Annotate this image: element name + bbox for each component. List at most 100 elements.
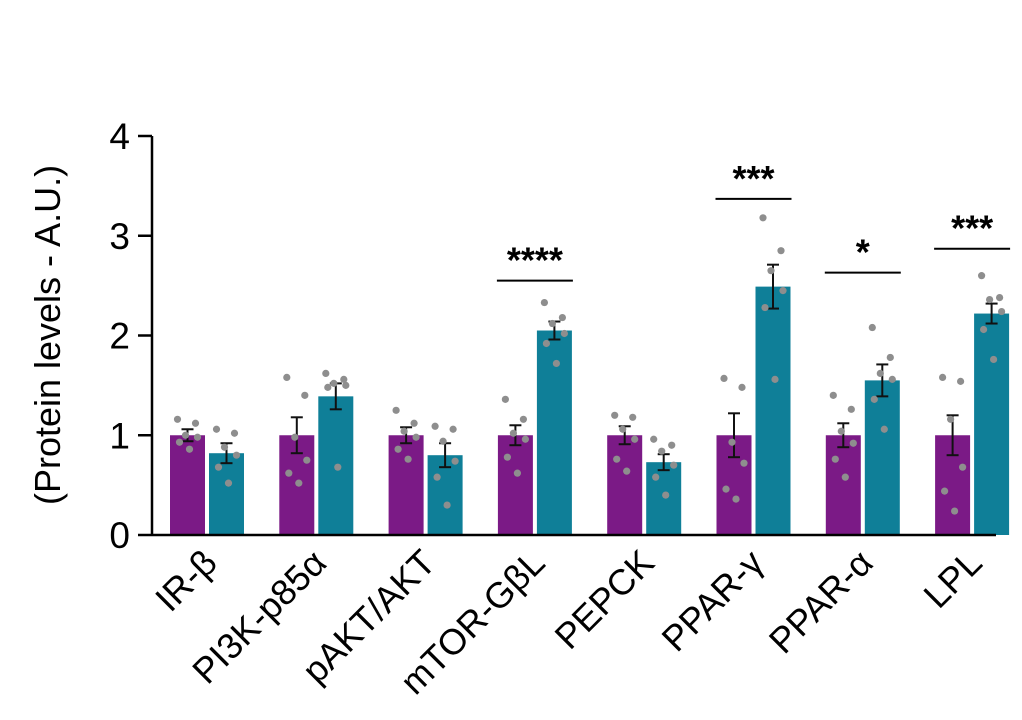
- data-point: [540, 298, 549, 307]
- data-point: [283, 373, 291, 381]
- bar: [209, 453, 244, 535]
- bar: [864, 380, 900, 535]
- data-point: [552, 359, 561, 368]
- data-point: [998, 307, 1006, 316]
- data-point: [431, 422, 439, 430]
- data-point: [886, 353, 894, 362]
- bar: [755, 286, 791, 535]
- bar: [825, 435, 861, 535]
- data-point: [230, 429, 239, 437]
- y-tick-label: 1: [109, 415, 130, 456]
- data-point: [410, 419, 418, 427]
- bars-layer: [170, 214, 1010, 535]
- data-point: [394, 445, 402, 453]
- data-point: [957, 377, 965, 385]
- data-point: [501, 395, 509, 403]
- data-point: [220, 443, 229, 451]
- x-category-labels: IR-βPI3K-p85αpAKT/AKTmTOR-GβLPEPCKPPAR-γ…: [147, 542, 990, 703]
- data-point: [558, 313, 567, 322]
- data-point: [939, 373, 947, 381]
- data-point: [829, 391, 837, 399]
- data-point: [509, 429, 517, 437]
- significance-label: ***: [951, 208, 993, 249]
- data-point: [224, 479, 233, 487]
- y-tick-label: 0: [109, 515, 130, 556]
- data-point: [959, 463, 967, 471]
- data-point: [849, 439, 857, 447]
- data-point: [722, 485, 730, 493]
- data-point: [759, 214, 767, 222]
- data-point: [330, 379, 338, 387]
- data-point: [285, 469, 293, 477]
- data-point: [876, 369, 884, 378]
- data-point: [888, 375, 896, 383]
- data-point: [214, 463, 223, 471]
- bar: [427, 455, 463, 535]
- data-point: [193, 433, 202, 441]
- data-point: [173, 415, 182, 423]
- data-point: [947, 415, 955, 423]
- data-point: [439, 437, 447, 445]
- x-category-label: LPL: [915, 542, 989, 616]
- y-tick-label: 2: [109, 316, 130, 357]
- data-point: [181, 431, 190, 439]
- data-point: [767, 267, 775, 275]
- data-point: [412, 433, 420, 441]
- data-point: [740, 459, 748, 467]
- data-point: [392, 406, 400, 414]
- data-point: [986, 295, 994, 304]
- bar: [646, 462, 682, 535]
- data-point: [503, 453, 511, 461]
- data-point: [761, 303, 769, 312]
- data-point: [449, 425, 457, 433]
- data-point: [662, 491, 670, 499]
- data-point: [652, 473, 660, 481]
- significance-label: ****: [507, 240, 563, 281]
- bar: [607, 435, 643, 535]
- data-point: [521, 435, 530, 443]
- data-point: [880, 425, 888, 433]
- x-category-label: IR-β: [147, 542, 225, 620]
- data-point: [779, 287, 787, 295]
- data-point: [611, 411, 619, 419]
- data-point: [175, 438, 184, 446]
- data-point: [342, 381, 350, 389]
- data-point: [560, 329, 569, 338]
- data-point: [658, 447, 666, 455]
- significance-label: *: [856, 232, 870, 273]
- data-point: [777, 247, 785, 255]
- data-point: [451, 457, 459, 465]
- data-point: [847, 405, 855, 413]
- data-point: [670, 461, 678, 469]
- y-tick-label: 3: [109, 216, 130, 257]
- data-point: [631, 435, 639, 443]
- data-point: [841, 473, 849, 481]
- data-point: [613, 455, 621, 463]
- data-point: [668, 441, 676, 449]
- x-category-label: PPAR-γ: [654, 542, 772, 660]
- data-point: [443, 501, 451, 509]
- data-point: [650, 435, 658, 443]
- data-point: [334, 463, 342, 471]
- data-point: [996, 293, 1004, 302]
- significance-label: ***: [732, 158, 774, 199]
- data-point: [771, 375, 779, 383]
- data-point: [623, 467, 631, 475]
- data-point: [191, 419, 200, 427]
- bar: [974, 313, 1010, 535]
- x-category-label: PEPCK: [547, 542, 662, 657]
- data-point: [301, 391, 309, 399]
- data-point: [513, 469, 522, 477]
- data-point: [870, 395, 878, 403]
- data-point: [728, 438, 736, 446]
- data-point: [980, 325, 988, 334]
- data-point: [232, 451, 241, 459]
- data-point: [322, 369, 330, 378]
- data-point: [291, 433, 299, 441]
- data-point: [941, 487, 949, 495]
- data-point: [433, 473, 441, 481]
- data-point: [400, 427, 408, 435]
- data-point: [185, 445, 194, 453]
- data-point: [303, 456, 311, 464]
- data-point: [868, 323, 876, 332]
